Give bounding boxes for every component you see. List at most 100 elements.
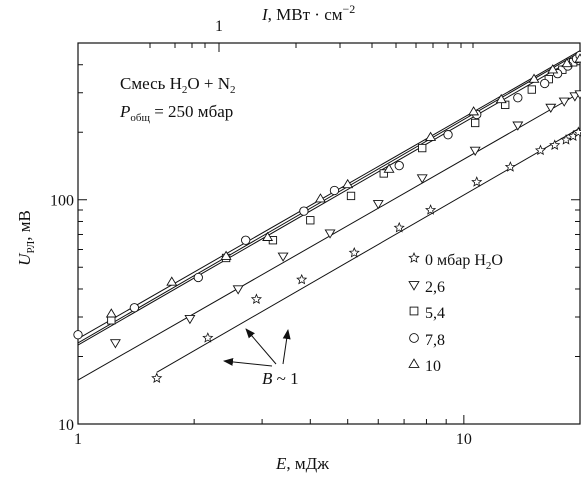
data-point-star (425, 204, 437, 215)
fit-line (156, 127, 581, 373)
y-axis-label: UРЛ, мВ (15, 210, 37, 266)
data-point-square (107, 316, 116, 325)
pressure-sub: общ (130, 112, 150, 124)
data-point-square (527, 85, 536, 94)
data-point-triangle-down (109, 339, 121, 349)
fit-line (77, 55, 581, 346)
data-point-triangle-down (372, 200, 384, 210)
data-point-square (306, 216, 315, 225)
y-tick-label: 10 (58, 417, 74, 434)
data-point-triangle-up (166, 276, 178, 286)
legend-item: 0 мбар H2O (408, 251, 503, 272)
data-point-star (151, 372, 163, 383)
data-point-star (408, 251, 420, 263)
slope-symbol: B (262, 369, 273, 388)
x-tick-label: 10 (456, 431, 472, 448)
data-point-triangle-down (324, 229, 336, 239)
data-point-triangle-down (512, 121, 524, 131)
data-point-triangle-up (495, 93, 507, 104)
slope-rest: ~ 1 (272, 369, 298, 388)
x-axis-label: E, мДж (275, 454, 329, 473)
data-point-circle (299, 206, 309, 216)
fit-line (77, 50, 581, 340)
legend-marker-circle (409, 333, 419, 343)
data-point-circle (129, 303, 140, 313)
data-point-circle (329, 185, 340, 196)
legend-label: 0 мбар H2O (425, 252, 503, 272)
top-tick-label: 1 (215, 18, 223, 35)
y-tick-label: 100 (50, 193, 74, 210)
slope-arrow (223, 357, 273, 367)
slope-arrow (245, 328, 277, 365)
data-point-triangle-up (105, 308, 117, 318)
data-point-triangle-down (469, 146, 481, 156)
data-point-triangle-up (561, 57, 573, 68)
data-point-triangle-up (408, 358, 420, 368)
data-point-circle (73, 330, 83, 340)
data-point-triangle-down (277, 252, 289, 262)
legend-label-text: 0 мбар H (425, 252, 486, 269)
mixture-sub1: 2 (182, 84, 188, 96)
data-point-square (418, 143, 427, 153)
data-point-circle (540, 78, 550, 89)
data-point-star (534, 144, 547, 156)
legend-item: 7,8 (409, 332, 445, 349)
data-point-square (471, 118, 480, 128)
y-axis-sub: РЛ (25, 240, 37, 253)
top-axis-symbol: I (261, 5, 269, 24)
fit-line (77, 51, 581, 344)
data-point-triangle-up (342, 178, 354, 189)
y-axis-symbol: U (15, 252, 34, 266)
data-point-triangle-down (545, 103, 557, 114)
data-point-star (202, 332, 214, 343)
data-point-triangle-up (383, 163, 395, 173)
x-axis-symbol: E (275, 454, 287, 473)
data-point-star (560, 133, 572, 145)
data-points (73, 50, 581, 383)
data-point-triangle-up (547, 64, 559, 74)
data-point-star (504, 161, 516, 172)
data-point-square (409, 306, 419, 316)
top-axis-unit: , МВт · см (268, 5, 343, 24)
x-tick-label: 1 (74, 431, 82, 448)
data-point-star (393, 221, 405, 233)
legend-label-sub: 2 (486, 260, 492, 272)
y-axis-unit: , мВ (15, 210, 34, 241)
data-point-triangle-down (574, 90, 581, 100)
pressure-label: Pобщ = 250 мбар (119, 102, 233, 124)
data-point-square (379, 169, 388, 178)
x-axis-unit: , мДж (286, 454, 329, 473)
data-point-circle (409, 333, 419, 343)
data-point-triangle-down (558, 97, 570, 107)
data-point-triangle-down (416, 174, 428, 184)
data-point-triangle-up (314, 193, 326, 203)
slope-arrow (282, 329, 291, 365)
top-axis-label: I, МВт · см−2 (261, 2, 355, 24)
axis-ticks (77, 42, 581, 425)
mixture-mid: O + N (187, 74, 230, 93)
data-point-circle (443, 130, 453, 140)
data-point-triangle-down (232, 285, 244, 295)
pressure-symbol: P (119, 102, 130, 121)
legend-label: 5,4 (425, 305, 445, 322)
mixture-prefix: Смесь H (120, 74, 182, 93)
data-point-circle (513, 93, 523, 103)
data-point-star (250, 293, 262, 304)
top-axis-sup: −2 (343, 2, 356, 16)
data-point-triangle-up (528, 73, 540, 83)
data-point-star (348, 246, 360, 258)
data-point-triangle-up (262, 231, 274, 241)
legend: 0 мбар H2O 2,6 5,4 7,8 10 (408, 251, 503, 375)
slope-arrows (223, 328, 291, 367)
data-point-star (572, 126, 581, 137)
data-point-triangle-down (408, 281, 420, 291)
mixture-label: Смесь H2O + N2 (120, 74, 236, 96)
pressure-rest: = 250 мбар (150, 102, 233, 121)
legend-marker-triangle-down (408, 281, 420, 291)
data-point-circle (193, 272, 203, 283)
legend-label: 10 (425, 358, 441, 375)
data-point-triangle-up (220, 250, 232, 260)
data-point-triangle-up (468, 106, 480, 116)
legend-marker-star (408, 251, 420, 263)
